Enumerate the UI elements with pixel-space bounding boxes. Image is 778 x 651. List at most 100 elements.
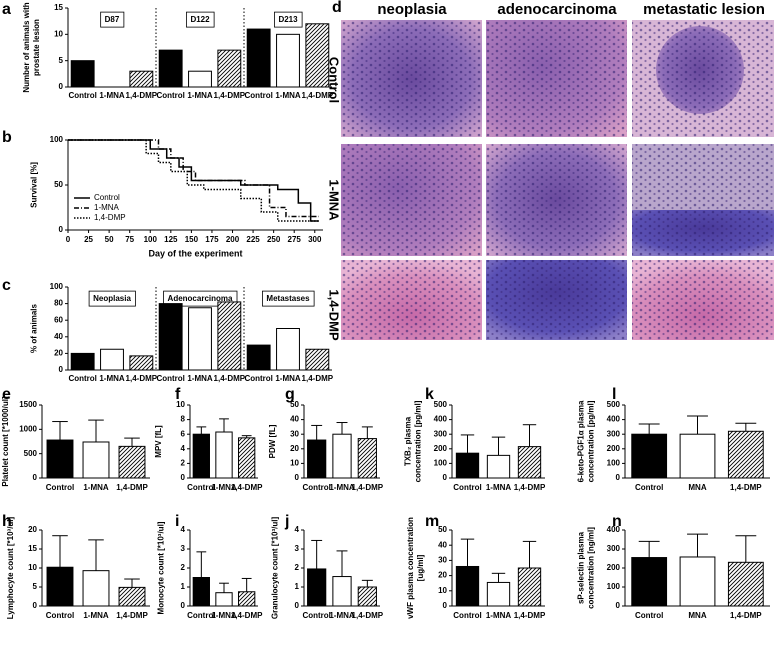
y-tick-label: 0 [295, 601, 300, 610]
panel-letter: b [2, 129, 12, 146]
y-tick-label: 0 [33, 601, 38, 610]
cell-texture [341, 20, 774, 340]
x-tick-label: 1-MNA [211, 483, 237, 492]
legend-label: Control [94, 193, 120, 202]
bar [217, 301, 242, 371]
bar [215, 592, 233, 607]
x-tick-label: Control [46, 483, 74, 492]
y-axis-label: Survival [%] [30, 162, 39, 208]
x-tick-label: MNA [688, 483, 706, 492]
x-tick-label: 1-MNA [329, 483, 355, 492]
bar [276, 33, 300, 88]
gap [341, 137, 774, 144]
x-tick-label: 1-MNA [83, 483, 109, 492]
group-label-box [262, 290, 315, 307]
y-tick-label: 20 [438, 571, 447, 580]
bar [70, 352, 95, 371]
panel-letter: i [175, 513, 179, 530]
x-tick-label: Control [46, 611, 74, 620]
x-tick-label: 200 [226, 235, 240, 244]
column-header: neoplasia [377, 1, 447, 18]
bar [486, 454, 511, 479]
y-tick-label: 5 [33, 582, 38, 591]
x-tick-label: 1,4-DMP [352, 611, 384, 620]
bar [82, 441, 110, 479]
x-tick-label: 275 [288, 235, 302, 244]
x-tick-label: 1,4-DMP [730, 483, 762, 492]
y-tick-label: 400 [434, 415, 448, 424]
y-tick-label: 1 [295, 582, 300, 591]
y-tick-label: 300 [607, 544, 621, 553]
x-tick-label: 1,4-DMP [126, 91, 158, 100]
y-tick-label: 80 [54, 299, 63, 308]
x-tick-label: Control [156, 91, 184, 100]
y-tick-label: 20 [28, 525, 37, 534]
y-tick-label: 30 [438, 556, 447, 565]
survival-line [68, 139, 319, 222]
bar [215, 431, 233, 479]
y-tick-label: 15 [28, 544, 37, 553]
x-tick-label: Control [453, 611, 481, 620]
y-tick-label: 3 [295, 544, 300, 553]
bar [455, 565, 480, 607]
y-tick-label: 0 [443, 473, 448, 482]
x-tick-label: 25 [84, 235, 93, 244]
bar [158, 303, 183, 371]
y-axis-label: [ug/ml] [416, 554, 425, 581]
y-tick-label: 300 [607, 429, 621, 438]
bar [129, 70, 154, 88]
group-label: D213 [278, 15, 298, 24]
y-tick-label: 200 [607, 444, 621, 453]
bar [332, 433, 352, 479]
group-label: Adenocarcinoma [168, 294, 233, 303]
y-tick-label: 10 [54, 29, 63, 38]
panel-letter: n [612, 513, 622, 530]
x-tick-label: 1-MNA [83, 611, 109, 620]
y-axis-label: PDW [fL] [268, 424, 277, 458]
bar [727, 561, 764, 607]
y-axis-label: vWF plasma concentration [406, 517, 415, 619]
bar [307, 568, 327, 607]
y-tick-label: 200 [434, 444, 448, 453]
y-tick-label: 10 [290, 459, 299, 468]
y-axis-label: TXB₂ plasma [404, 416, 413, 466]
bar [276, 328, 300, 371]
panel-letter: e [2, 386, 11, 403]
y-tick-label: 4 [181, 444, 186, 453]
x-tick-label: 300 [308, 235, 322, 244]
legend-label: 1,4-DMP [94, 213, 126, 222]
y-tick-label: 500 [24, 449, 38, 458]
group-label: Neoplasia [93, 294, 131, 303]
panel-letter: a [2, 1, 11, 18]
y-tick-label: 6 [181, 429, 186, 438]
x-tick-label: 1-MNA [486, 483, 512, 492]
x-tick-label: 1,4-DMP [116, 483, 148, 492]
y-tick-label: 3 [181, 544, 186, 553]
x-tick-label: 175 [205, 235, 219, 244]
bar [46, 566, 74, 607]
y-axis-label: Number of animals with [22, 2, 31, 92]
panel-letter: h [2, 513, 12, 530]
group-label-box [274, 11, 303, 28]
column-header: adenocarcinoma [497, 1, 617, 18]
group-label: D87 [105, 15, 120, 24]
y-tick-label: 2 [295, 563, 300, 572]
y-tick-label: 200 [607, 563, 621, 572]
y-tick-label: 0 [295, 473, 300, 482]
y-tick-label: 8 [181, 415, 186, 424]
y-tick-label: 100 [434, 459, 448, 468]
x-tick-label: 1-MNA [99, 374, 125, 383]
x-tick-label: Control [68, 91, 96, 100]
y-tick-label: 100 [607, 582, 621, 591]
y-tick-label: 40 [290, 415, 299, 424]
panel-letter: g [285, 386, 295, 403]
y-tick-label: 30 [290, 429, 299, 438]
y-tick-label: 0 [616, 601, 621, 610]
x-tick-label: 1-MNA [187, 374, 213, 383]
panel-letter: d [332, 0, 342, 16]
row-header: 1,4-DMP [327, 289, 342, 341]
bar [192, 433, 210, 479]
y-tick-label: 0 [59, 225, 64, 234]
x-tick-label: 1-MNA [329, 611, 355, 620]
y-tick-label: 50 [290, 400, 299, 409]
